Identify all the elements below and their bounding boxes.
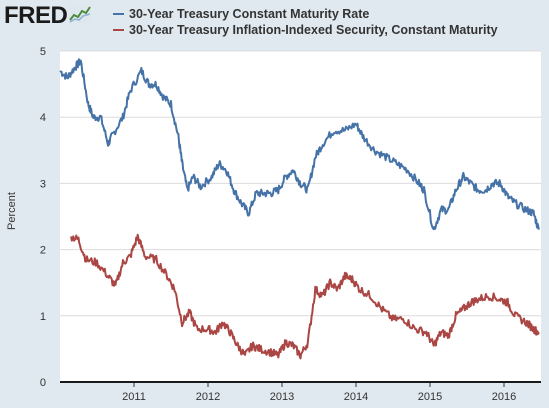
fred-line-graph-icon: [69, 4, 92, 28]
plot-background: [60, 51, 541, 382]
y-axis-label: Percent: [6, 192, 18, 230]
chart-legend: 30-Year Treasury Constant Maturity Rate …: [113, 6, 498, 38]
legend-item[interactable]: 30-Year Treasury Constant Maturity Rate: [113, 6, 498, 22]
legend-label: 30-Year Treasury Inflation-Indexed Secur…: [129, 23, 498, 37]
x-tick-label: 2016: [492, 391, 516, 403]
x-tick-label: 2014: [344, 391, 368, 403]
y-tick-label: 0: [40, 377, 46, 389]
x-tick-label: 2011: [122, 391, 146, 403]
legend-label: 30-Year Treasury Constant Maturity Rate: [129, 7, 370, 21]
y-tick-label: 2: [40, 245, 46, 257]
series-line-nominal[interactable]: [59, 58, 540, 231]
y-tick-label: 3: [40, 178, 46, 190]
fred-logo-text: FRED: [4, 2, 68, 29]
y-tick-labels: 0 1 2 3 4 5: [40, 46, 46, 389]
y-tick-label: 1: [40, 311, 46, 323]
x-tick-label: 2015: [418, 391, 442, 403]
x-tick-labels: 2011 2012 2013 2014 2015 2016: [122, 382, 516, 403]
legend-swatch-red: [113, 29, 124, 31]
legend-swatch-blue: [113, 13, 124, 15]
x-tick-label: 2012: [196, 391, 220, 403]
series-lines: [59, 58, 540, 360]
series-line-inflation-indexed[interactable]: [70, 233, 540, 360]
y-tick-label: 5: [40, 46, 46, 58]
y-tick-label: 4: [40, 112, 46, 124]
legend-item[interactable]: 30-Year Treasury Inflation-Indexed Secur…: [113, 22, 498, 38]
x-tick-label: 2013: [270, 391, 294, 403]
fred-logo[interactable]: FRED: [4, 2, 92, 29]
